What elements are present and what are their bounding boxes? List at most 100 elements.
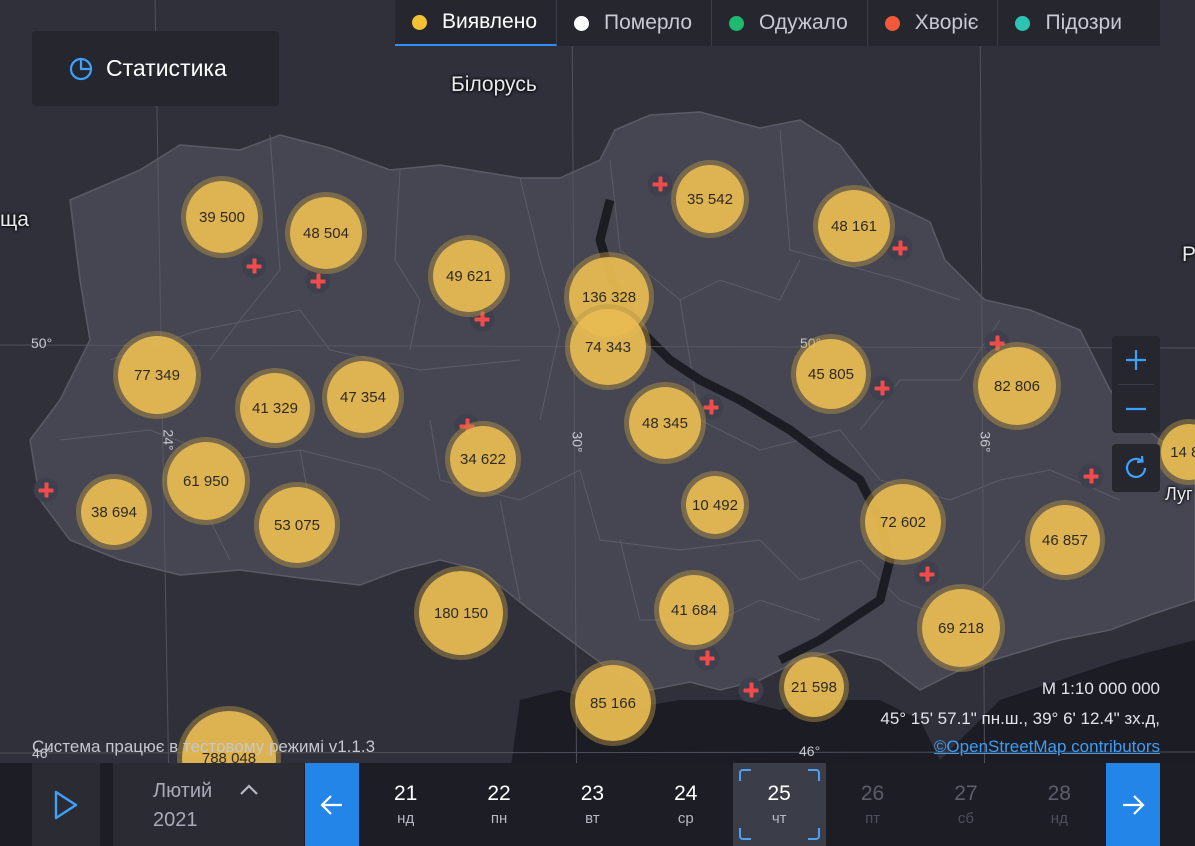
cluster-marker[interactable]: 45 805 <box>796 339 866 409</box>
day-number: 27 <box>954 782 978 805</box>
cluster-marker[interactable]: 48 504 <box>290 197 362 269</box>
day-list: 21 нд 22 пн 23 вт 24 ср 25 чт 26 пт 27 сб 28 нд <box>359 763 1106 846</box>
refresh-icon <box>1125 455 1147 479</box>
hospital-marker[interactable] <box>1078 463 1104 489</box>
cluster-marker[interactable]: 49 621 <box>433 240 505 312</box>
next-days-button[interactable] <box>1106 763 1160 846</box>
selection-bracket <box>807 828 820 840</box>
day-item: 26 пт <box>826 763 919 846</box>
year: 2021 <box>153 809 198 831</box>
cluster-marker[interactable]: 53 075 <box>259 487 335 563</box>
cluster-marker[interactable]: 38 694 <box>81 479 147 545</box>
layer-tab[interactable]: Виявлено <box>395 0 557 46</box>
cluster-marker[interactable]: 77 349 <box>118 336 196 414</box>
hospital-marker[interactable] <box>305 268 331 294</box>
cluster-marker[interactable]: 69 218 <box>922 589 1000 667</box>
hospital-marker[interactable] <box>33 477 59 503</box>
cluster-marker[interactable]: 21 598 <box>784 657 844 717</box>
day-of-week: сб <box>957 810 974 827</box>
cluster-marker[interactable]: 46 857 <box>1030 505 1100 575</box>
country-label-belarus: Білорусь <box>451 73 537 96</box>
layer-tab[interactable]: Хворіє <box>868 0 999 46</box>
cluster-marker[interactable]: 74 343 <box>570 309 646 385</box>
day-number: 22 <box>487 782 511 805</box>
day-item[interactable]: 21 нд <box>359 763 452 846</box>
day-number: 25 <box>767 782 791 805</box>
cluster-marker[interactable]: 41 329 <box>240 373 310 443</box>
cluster-marker[interactable]: 48 161 <box>818 190 890 262</box>
layer-dot-icon <box>574 15 589 31</box>
hospital-marker[interactable] <box>241 253 267 279</box>
hospital-marker[interactable] <box>694 645 720 671</box>
cluster-marker[interactable]: 35 542 <box>676 165 744 233</box>
hospital-marker[interactable] <box>869 375 895 401</box>
cluster-marker[interactable]: 48 345 <box>629 387 701 459</box>
day-of-week: ср <box>677 810 694 827</box>
hospital-marker[interactable] <box>647 171 673 197</box>
cluster-marker[interactable]: 10 492 <box>686 476 744 534</box>
day-number: 24 <box>674 782 698 805</box>
selection-bracket <box>807 769 820 781</box>
day-item[interactable]: 23 вт <box>546 763 639 846</box>
cluster-marker[interactable]: 61 950 <box>167 442 245 520</box>
zoom-controls <box>1112 336 1160 433</box>
layer-tab-label: Хворіє <box>914 11 979 34</box>
day-item[interactable]: 22 пн <box>452 763 545 846</box>
grid-label-lat: 46° <box>799 743 821 759</box>
day-of-week: вт <box>585 810 600 827</box>
day-of-week: нд <box>1050 810 1068 827</box>
cursor-coordinates: 45° 15' 57.1" пн.ш., 39° 6' 12.4" зх.д, <box>880 709 1160 728</box>
play-icon <box>54 790 78 819</box>
plus-icon <box>1126 350 1146 370</box>
layer-tabs: Виявлено Померло Одужало Хворіє Підозри <box>395 0 1160 46</box>
prev-days-button[interactable] <box>305 763 359 846</box>
layer-tab-label: Померло <box>604 11 693 34</box>
grid-label-lat: 46° <box>32 745 54 761</box>
month-selector[interactable]: Лютий 2021 <box>113 763 304 846</box>
zoom-in-button[interactable] <box>1112 336 1160 384</box>
day-of-week: нд <box>397 810 415 827</box>
selection-bracket <box>738 828 751 840</box>
month-name: Лютий <box>153 780 213 802</box>
zoom-out-button[interactable] <box>1112 385 1160 433</box>
cluster-marker[interactable]: 180 150 <box>419 571 503 655</box>
arrow-right-icon <box>1123 794 1145 815</box>
day-number: 26 <box>860 782 885 805</box>
cluster-marker[interactable]: 85 166 <box>575 665 651 741</box>
layer-tab-label: Виявлено <box>442 10 537 33</box>
day-item: 27 сб <box>919 763 1012 846</box>
day-item[interactable]: 25 чт <box>732 763 826 846</box>
selection-bracket <box>738 769 751 781</box>
grid-label-lat: 50° <box>31 335 53 351</box>
grid-label-lon: 30° <box>569 431 586 453</box>
hospital-marker[interactable] <box>698 394 724 420</box>
cluster-marker[interactable]: 41 684 <box>659 575 729 645</box>
statistics-button[interactable]: Статистика <box>32 31 279 106</box>
grid-label-lon: 36° <box>977 431 994 453</box>
layer-tab[interactable]: Підозри <box>998 0 1141 46</box>
reset-view-button[interactable] <box>1112 444 1160 492</box>
layer-tab-label: Одужало <box>759 11 848 34</box>
osm-attribution-link[interactable]: ©OpenStreetMap contributors <box>933 737 1160 756</box>
cluster-marker[interactable]: 14 81 <box>1161 424 1195 480</box>
oblast-borders <box>59 129 1121 621</box>
cluster-marker[interactable]: 47 354 <box>327 361 399 433</box>
day-item[interactable]: 24 ср <box>639 763 732 846</box>
cluster-marker[interactable]: 72 602 <box>865 484 941 560</box>
play-button[interactable] <box>32 763 100 846</box>
cluster-marker[interactable]: 34 622 <box>450 426 516 492</box>
minus-icon <box>1126 407 1146 411</box>
layer-dot-icon <box>1015 15 1031 31</box>
hospital-marker[interactable] <box>469 306 495 332</box>
chevron-up-icon[interactable] <box>238 779 260 801</box>
day-of-week: чт <box>771 810 787 827</box>
hospital-marker[interactable] <box>738 677 764 703</box>
hospital-marker[interactable] <box>887 235 913 261</box>
layer-tab[interactable]: Померло <box>557 0 713 46</box>
hospital-marker[interactable] <box>914 561 940 587</box>
cluster-marker[interactable]: 39 500 <box>186 181 258 253</box>
layer-dot-icon <box>412 14 427 30</box>
day-of-week: пт <box>865 810 881 827</box>
layer-tab[interactable]: Одужало <box>712 0 868 46</box>
cluster-marker[interactable]: 82 806 <box>978 347 1056 425</box>
